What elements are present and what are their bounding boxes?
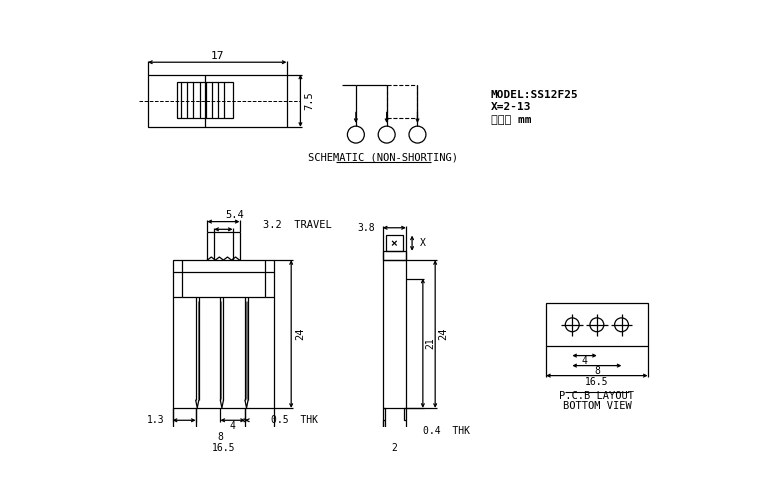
Text: 2: 2 — [392, 443, 397, 453]
Text: X=2-13: X=2-13 — [491, 102, 531, 112]
Text: 24: 24 — [438, 328, 448, 340]
Bar — [382, 408, 385, 420]
Text: 单位： mm: 单位： mm — [491, 115, 531, 125]
Text: BOTTOM VIEW: BOTTOM VIEW — [562, 401, 631, 411]
Text: 21: 21 — [425, 337, 435, 349]
Text: 7.5: 7.5 — [305, 91, 315, 110]
Text: MODEL:SS12F25: MODEL:SS12F25 — [491, 90, 578, 100]
Bar — [173, 260, 274, 408]
Bar — [382, 260, 406, 408]
Text: SCHEMATIC (NON-SHORTING): SCHEMATIC (NON-SHORTING) — [308, 153, 458, 163]
Bar — [546, 303, 647, 347]
Text: 8: 8 — [217, 432, 223, 442]
Bar — [148, 74, 286, 127]
Text: 17: 17 — [210, 51, 224, 61]
Text: 16.5: 16.5 — [212, 443, 235, 453]
Text: P.C.B LAYOUT: P.C.B LAYOUT — [559, 391, 634, 401]
Text: 4: 4 — [230, 421, 236, 432]
Bar — [404, 408, 406, 420]
Text: 8: 8 — [594, 366, 600, 376]
Text: 24: 24 — [296, 328, 306, 340]
Text: 3.2  TRAVEL: 3.2 TRAVEL — [263, 220, 333, 230]
Text: 0.4  THK: 0.4 THK — [423, 426, 470, 436]
Text: 4: 4 — [581, 356, 588, 366]
Bar — [177, 82, 233, 118]
Text: X: X — [420, 238, 425, 248]
Text: 0.5  THK: 0.5 THK — [271, 415, 318, 425]
Text: 5.4: 5.4 — [226, 210, 244, 220]
Text: 16.5: 16.5 — [585, 377, 608, 387]
Bar — [386, 236, 403, 251]
Text: 3.8: 3.8 — [357, 223, 375, 233]
Text: 1.3: 1.3 — [147, 415, 165, 425]
Bar — [382, 251, 406, 260]
